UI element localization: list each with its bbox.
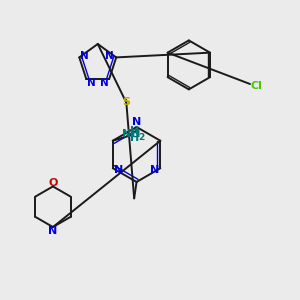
Text: N: N — [100, 78, 109, 88]
Text: 2: 2 — [138, 133, 144, 142]
Text: H: H — [130, 133, 139, 143]
Text: NH: NH — [122, 129, 141, 139]
Text: N: N — [105, 51, 114, 61]
Text: N: N — [150, 165, 160, 175]
Text: Cl: Cl — [250, 81, 262, 91]
Text: H: H — [130, 126, 139, 136]
Text: N: N — [113, 165, 123, 175]
Text: O: O — [48, 178, 58, 188]
Text: S: S — [122, 97, 130, 107]
Text: N: N — [132, 117, 141, 127]
Text: N: N — [80, 51, 89, 61]
Text: N: N — [48, 226, 58, 236]
Text: N: N — [87, 78, 95, 88]
